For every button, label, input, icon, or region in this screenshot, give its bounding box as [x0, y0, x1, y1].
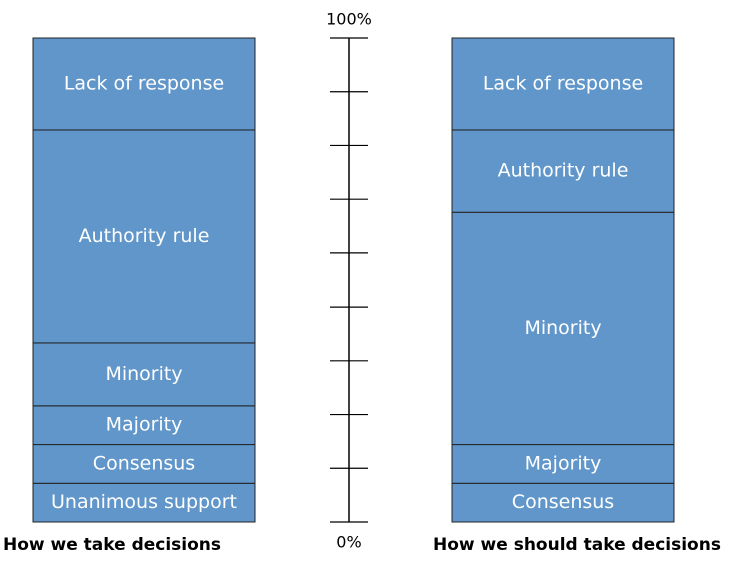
bar-segment — [32, 342, 256, 407]
segment-label: Majority — [106, 414, 183, 436]
segment-label: Minority — [105, 363, 182, 385]
bar-label: How we should take decisions — [433, 535, 721, 555]
y-tick-label: 100% — [326, 10, 372, 29]
segment-label: Minority — [524, 317, 601, 339]
segment-label: Authority rule — [498, 160, 629, 182]
bar-segment — [451, 211, 675, 446]
segment-label: Lack of response — [64, 72, 224, 94]
segment-label: Consensus — [512, 491, 614, 513]
bar-segment — [32, 37, 256, 131]
bar-segment — [32, 482, 256, 523]
bar-segment — [451, 129, 675, 213]
bar-segment — [451, 37, 675, 131]
segment-label: Authority rule — [79, 225, 210, 247]
y-tick-label: 0% — [336, 533, 361, 552]
bar-segment — [32, 129, 256, 344]
bar-segment — [451, 444, 675, 484]
bar-segment — [32, 405, 256, 446]
bar-segment — [32, 444, 256, 484]
segment-label: Lack of response — [483, 72, 643, 94]
segment-label: Unanimous support — [51, 491, 237, 513]
bar-label: How we take decisions — [3, 535, 221, 555]
segment-label: Consensus — [93, 452, 195, 474]
segment-label: Majority — [525, 452, 602, 474]
